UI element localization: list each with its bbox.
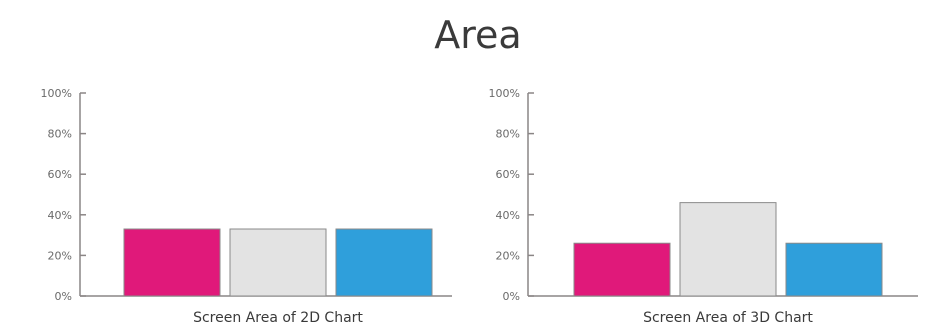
y-tick-label: 100%: [41, 87, 72, 100]
y-tick-label: 40%: [496, 209, 520, 222]
y-tick-label: 80%: [48, 128, 72, 141]
y-tick-label: 80%: [496, 128, 520, 141]
chart-panels: 0% 20% 40% 60% 80% 100% Screen Area of 2D Char…: [41, 87, 918, 326]
chart-title: Area: [434, 13, 521, 57]
y-tick-label: 20%: [48, 249, 72, 262]
bar-2: [679, 202, 777, 297]
bar-1: [573, 242, 671, 297]
bar-1: [123, 228, 221, 297]
bar-3: [335, 228, 433, 297]
y-tick-label: 100%: [489, 87, 520, 100]
y-tick-label: 0%: [55, 290, 72, 303]
y-tick-label: 20%: [496, 249, 520, 262]
bar-3: [785, 242, 883, 297]
category-label: Screen Area of 2D Chart: [193, 310, 363, 326]
y-tick-label: 60%: [48, 168, 72, 181]
y-tick-label: 0%: [503, 290, 520, 303]
chart-panel-1: 0% 20% 40% 60% 80% 100% Screen Area of 2D Char…: [41, 87, 452, 326]
bar-2: [229, 228, 327, 297]
category-label: Screen Area of 3D Chart: [643, 310, 813, 326]
y-tick-label: 60%: [496, 168, 520, 181]
chart-panel-2: 0% 20% 40% 60% 80% 100% Screen Area of 3D Char…: [489, 87, 918, 326]
y-tick-label: 40%: [48, 209, 72, 222]
